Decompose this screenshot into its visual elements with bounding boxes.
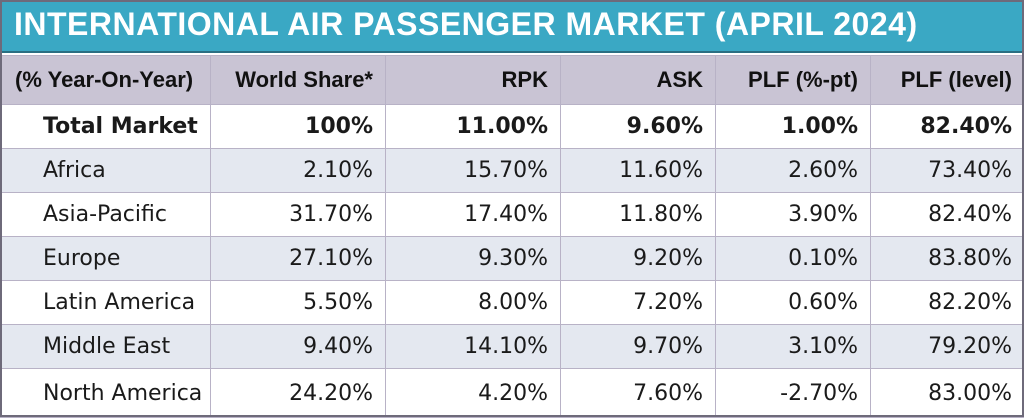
cell-ask: 7.20% xyxy=(561,281,716,325)
row-label: North America xyxy=(1,369,211,418)
cell-world-share: 27.10% xyxy=(211,237,386,281)
cell-rpk: 4.20% xyxy=(386,369,561,418)
table-row-asia-pacific: Asia-Pacific 31.70% 17.40% 11.80% 3.90% … xyxy=(1,193,1024,237)
cell-plf-pt: 1.00% xyxy=(716,105,871,149)
column-header-rpk: RPK xyxy=(386,56,561,105)
market-table: (% Year-On-Year) World Share* RPK ASK PL… xyxy=(0,55,1024,418)
column-header-plf-level: PLF (level) xyxy=(871,56,1024,105)
row-label: Africa xyxy=(1,149,211,193)
cell-rpk: 14.10% xyxy=(386,325,561,369)
row-label: Total Market xyxy=(1,105,211,149)
cell-plf-level: 83.80% xyxy=(871,237,1024,281)
row-label: Europe xyxy=(1,237,211,281)
cell-ask: 11.80% xyxy=(561,193,716,237)
cell-rpk: 8.00% xyxy=(386,281,561,325)
column-header-ask: ASK xyxy=(561,56,716,105)
table-row-europe: Europe 27.10% 9.30% 9.20% 0.10% 83.80% xyxy=(1,237,1024,281)
row-label: Asia-Pacific xyxy=(1,193,211,237)
cell-plf-level: 83.00% xyxy=(871,369,1024,418)
table-row-middle-east: Middle East 9.40% 14.10% 9.70% 3.10% 79.… xyxy=(1,325,1024,369)
table-row-total-market: Total Market 100% 11.00% 9.60% 1.00% 82.… xyxy=(1,105,1024,149)
cell-plf-level: 82.40% xyxy=(871,105,1024,149)
row-label: Latin America xyxy=(1,281,211,325)
cell-ask: 7.60% xyxy=(561,369,716,418)
cell-world-share: 2.10% xyxy=(211,149,386,193)
header-row: (% Year-On-Year) World Share* RPK ASK PL… xyxy=(1,56,1024,105)
cell-rpk: 15.70% xyxy=(386,149,561,193)
cell-ask: 9.70% xyxy=(561,325,716,369)
cell-plf-pt: 2.60% xyxy=(716,149,871,193)
table-row-north-america: North America 24.20% 4.20% 7.60% -2.70% … xyxy=(1,369,1024,418)
cell-plf-pt: -2.70% xyxy=(716,369,871,418)
cell-plf-level: 82.40% xyxy=(871,193,1024,237)
cell-world-share: 24.20% xyxy=(211,369,386,418)
column-header-world-share: World Share* xyxy=(211,56,386,105)
cell-ask: 11.60% xyxy=(561,149,716,193)
cell-world-share: 31.70% xyxy=(211,193,386,237)
cell-rpk: 11.00% xyxy=(386,105,561,149)
table-row-africa: Africa 2.10% 15.70% 11.60% 2.60% 73.40% xyxy=(1,149,1024,193)
cell-world-share: 5.50% xyxy=(211,281,386,325)
cell-ask: 9.20% xyxy=(561,237,716,281)
cell-plf-pt: 3.10% xyxy=(716,325,871,369)
cell-plf-pt: 0.60% xyxy=(716,281,871,325)
cell-plf-level: 73.40% xyxy=(871,149,1024,193)
column-header-metric: (% Year-On-Year) xyxy=(1,56,211,105)
table-row-latin-america: Latin America 5.50% 8.00% 7.20% 0.60% 82… xyxy=(1,281,1024,325)
cell-world-share: 100% xyxy=(211,105,386,149)
cell-rpk: 9.30% xyxy=(386,237,561,281)
title-bar: INTERNATIONAL AIR PASSENGER MARKET (APRI… xyxy=(0,0,1024,53)
column-header-plf-pt: PLF (%-pt) xyxy=(716,56,871,105)
cell-ask: 9.60% xyxy=(561,105,716,149)
table-title: INTERNATIONAL AIR PASSENGER MARKET (APRI… xyxy=(14,6,918,43)
row-label: Middle East xyxy=(1,325,211,369)
cell-plf-level: 82.20% xyxy=(871,281,1024,325)
cell-plf-pt: 0.10% xyxy=(716,237,871,281)
cell-world-share: 9.40% xyxy=(211,325,386,369)
cell-plf-pt: 3.90% xyxy=(716,193,871,237)
cell-plf-level: 79.20% xyxy=(871,325,1024,369)
cell-rpk: 17.40% xyxy=(386,193,561,237)
